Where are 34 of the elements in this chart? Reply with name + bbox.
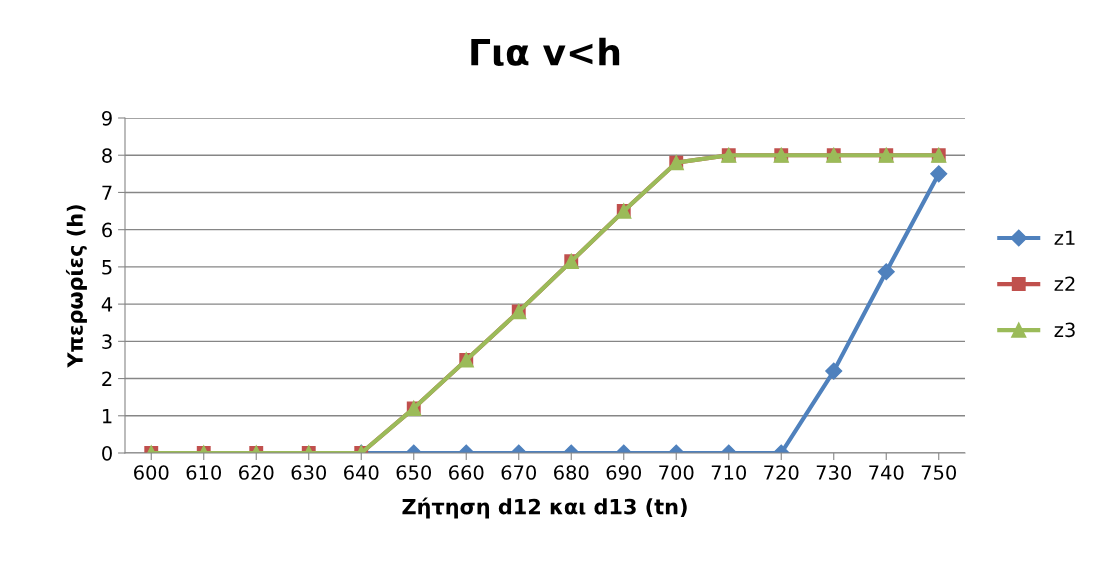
- y-tick-label: 3: [102, 334, 112, 349]
- x-tick-label: 670: [501, 465, 537, 480]
- legend-label: z2: [1054, 276, 1075, 291]
- y-tick-label: 4: [101, 297, 113, 312]
- legend-label: z3: [1054, 322, 1075, 338]
- x-tick-label: 630: [291, 465, 327, 480]
- x-tick-label: 650: [396, 465, 432, 480]
- x-tick-label: 680: [554, 465, 589, 480]
- chart-title: Για v<h: [471, 37, 620, 66]
- x-tick-label: 720: [764, 465, 799, 480]
- x-axis-title: Ζήτηση d12 και d13 (tn): [402, 497, 687, 519]
- y-tick-label: 6: [102, 222, 112, 238]
- x-tick-label: 600: [134, 465, 169, 480]
- y-tick-label: 0: [102, 445, 112, 461]
- point: [930, 165, 948, 183]
- x-tick-label: 750: [921, 465, 957, 480]
- x-tick-label: 740: [869, 465, 904, 480]
- y-tick-label: 2: [102, 371, 112, 386]
- y-axis-title: Υπερωρίες (h): [65, 205, 87, 368]
- y-tick-label: 7: [102, 185, 112, 200]
- x-tick-label: 690: [606, 465, 642, 480]
- y-tick-label: 1: [102, 408, 112, 424]
- x-tick-label: 660: [449, 465, 484, 480]
- x-tick-label: 610: [186, 465, 222, 480]
- x-tick-label: 620: [239, 465, 274, 480]
- x-tick-label: 710: [711, 465, 747, 480]
- y-tick-label: 8: [102, 148, 112, 163]
- x-tick-label: 700: [659, 465, 694, 480]
- y-tick-label: 5: [102, 260, 112, 275]
- point: [877, 263, 895, 281]
- y-tick-label: 9: [102, 110, 112, 126]
- x-tick-label: 730: [816, 465, 852, 480]
- legend-label: z1: [1054, 230, 1075, 245]
- x-tick-label: 640: [344, 465, 379, 480]
